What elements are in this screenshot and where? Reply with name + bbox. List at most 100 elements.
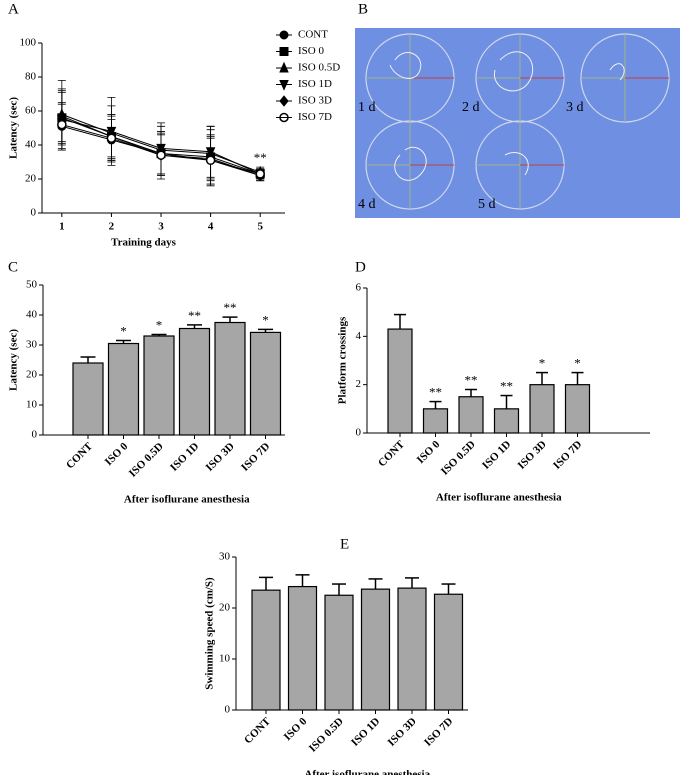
bar [493,408,520,434]
x-tick-label: 4 [208,221,214,233]
image-label: 3 d [566,100,584,115]
x-tick-label: CONT [376,438,407,469]
x-tick-label: ISO 0.5D [307,715,346,754]
annotation: ** [224,300,237,315]
bar [143,335,175,436]
bar [564,384,591,434]
annotation: ** [500,379,513,394]
x-tick-label: ISO 3D [386,715,419,748]
bar [72,362,104,436]
bar [178,327,211,436]
marker [205,155,216,166]
x-tick-label: ISO 0.5D [127,440,166,479]
y-tick-label: 0 [225,704,231,716]
x-axis-label: Training days [111,237,177,249]
x-tick-label: 5 [257,221,263,233]
x-axis-label: After isoflurane anesthesia [436,492,562,504]
x-tick-label: 1 [59,221,65,233]
y-axis-label: Platform crossings [337,316,349,404]
y-tick-label: 50 [26,279,38,291]
x-tick-label: ISO 1D [349,715,382,748]
panel-label: B [358,1,368,17]
panel: B 1 d 2 d 3 d 4 d 5 d [358,1,584,212]
bar [287,585,318,711]
x-axis-label: After isoflurane anesthesia [124,494,250,506]
bar [107,342,140,436]
y-tick-label: 100 [20,37,37,49]
panel-label: A [8,1,19,17]
x-tick-label: CONT [242,715,273,746]
x-tick-label: ISO 0 [282,715,310,743]
legend-label: ISO 0 [298,45,324,57]
image-background [355,28,680,218]
marker [106,133,117,143]
y-axis-label: Latency (sec) [8,329,20,391]
y-tick-label: 30 [26,339,38,351]
marker [156,150,166,160]
x-tick-label: ISO 7D [551,438,584,471]
x-tick-label: ISO 1D [168,440,201,473]
x-tick-label: ISO 1D [480,438,513,471]
y-tick-label: 6 [356,282,362,294]
y-tick-label: 40 [26,309,38,321]
bar [387,328,413,434]
annotation: * [574,356,581,371]
y-tick-label: 4 [356,330,362,342]
y-tick-label: 2 [356,378,362,390]
x-tick-label: ISO 7D [239,440,272,473]
x-tick-label: ISO 3D [516,438,549,471]
y-axis-label: Latency (sec) [8,97,20,159]
x-tick-label: 2 [109,221,115,233]
image-label: 1 d [358,100,376,115]
panel-label: C [8,259,18,275]
bar [458,396,484,434]
y-axis-label: Swimming speed (cm/S) [204,577,216,690]
y-tick-label: 60 [25,105,37,117]
annotation: ** [254,150,267,165]
y-tick-label: 40 [25,139,37,151]
y-tick-label: 20 [26,369,38,381]
annotation: * [539,356,546,371]
bar [529,384,555,434]
bar [360,588,391,711]
y-tick-label: 30 [219,551,231,563]
legend-label: ISO 3D [298,95,332,107]
annotation: ** [429,385,442,400]
bar [433,593,464,711]
legend-label: ISO 0.5D [298,62,340,74]
x-tick-label: ISO 7D [422,715,455,748]
y-tick-label: 0 [32,429,38,441]
bar [324,594,354,711]
annotation: * [120,323,127,338]
x-tick-label: 3 [158,221,164,233]
annotation: * [262,312,269,327]
panel-label: E [340,536,349,552]
y-tick-label: 80 [25,71,37,83]
y-tick-label: 20 [219,602,231,614]
x-tick-label: ISO 0 [415,438,443,466]
x-tick-label: ISO 3D [204,440,237,473]
annotation: ** [465,372,478,387]
image-label: 5 d [478,197,496,212]
legend-label: CONT [298,29,328,41]
marker [255,169,265,179]
bar [249,331,282,436]
x-axis-label: After isoflurane anesthesia [304,769,430,775]
y-tick-label: 10 [219,653,231,665]
y-tick-label: 0 [31,207,37,219]
panel-label: D [355,259,366,275]
annotation: * [156,317,163,332]
bar [214,321,246,436]
marker [57,119,67,130]
bar [251,589,281,711]
panel: A 0 20 40 60 80 100 Latency (sec) 1 2 3 4 5 Training … [8,1,341,248]
legend-label: ISO 1D [298,78,332,90]
legend-label: ISO 7D [298,111,332,123]
maze-image [355,28,680,218]
x-tick-label: ISO 0 [103,440,131,468]
x-tick-label: ISO 0.5D [439,438,478,477]
annotation: ** [188,308,201,323]
